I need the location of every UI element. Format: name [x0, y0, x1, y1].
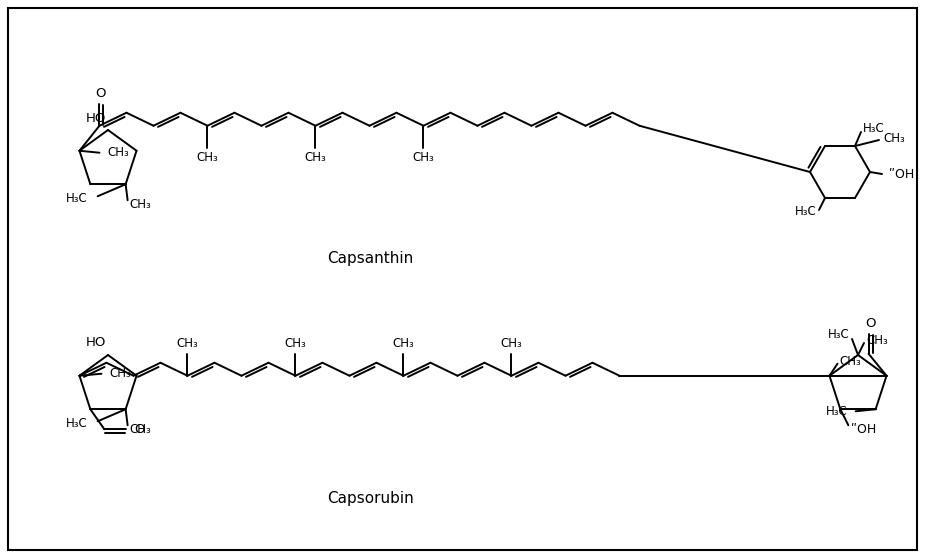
Text: HO: HO [86, 112, 106, 124]
Text: CH₃: CH₃ [500, 337, 523, 350]
Text: ʹʹOH: ʹʹOH [888, 167, 914, 180]
Text: CH₃: CH₃ [866, 334, 888, 348]
Text: HO: HO [86, 336, 106, 349]
Text: Capsorubin: Capsorubin [327, 490, 413, 506]
Text: H₃C: H₃C [863, 122, 884, 134]
Text: H₃C: H₃C [66, 417, 88, 430]
Text: CH₃: CH₃ [130, 198, 152, 211]
Text: CH₃: CH₃ [107, 146, 130, 159]
Text: H₃C: H₃C [826, 405, 847, 418]
Text: Capsanthin: Capsanthin [327, 251, 413, 266]
Text: H₃C: H₃C [66, 192, 88, 205]
Text: O: O [95, 87, 105, 100]
Text: H₃C: H₃C [796, 205, 817, 219]
Text: CH₃: CH₃ [177, 337, 198, 350]
Text: CH₃: CH₃ [413, 151, 435, 164]
Text: CH₃: CH₃ [304, 151, 327, 164]
Text: CH₃: CH₃ [392, 337, 414, 350]
Text: CH₃: CH₃ [285, 337, 306, 350]
Text: CH₃: CH₃ [840, 355, 861, 368]
Text: ʹʹOH: ʹʹOH [850, 423, 877, 436]
Text: CH₃: CH₃ [883, 132, 905, 145]
Text: O: O [865, 318, 876, 330]
Text: CH₃: CH₃ [130, 423, 152, 436]
Text: O: O [134, 423, 145, 436]
Text: H₃C: H₃C [828, 329, 850, 341]
Text: CH₃: CH₃ [109, 367, 131, 380]
Text: CH₃: CH₃ [197, 151, 218, 164]
